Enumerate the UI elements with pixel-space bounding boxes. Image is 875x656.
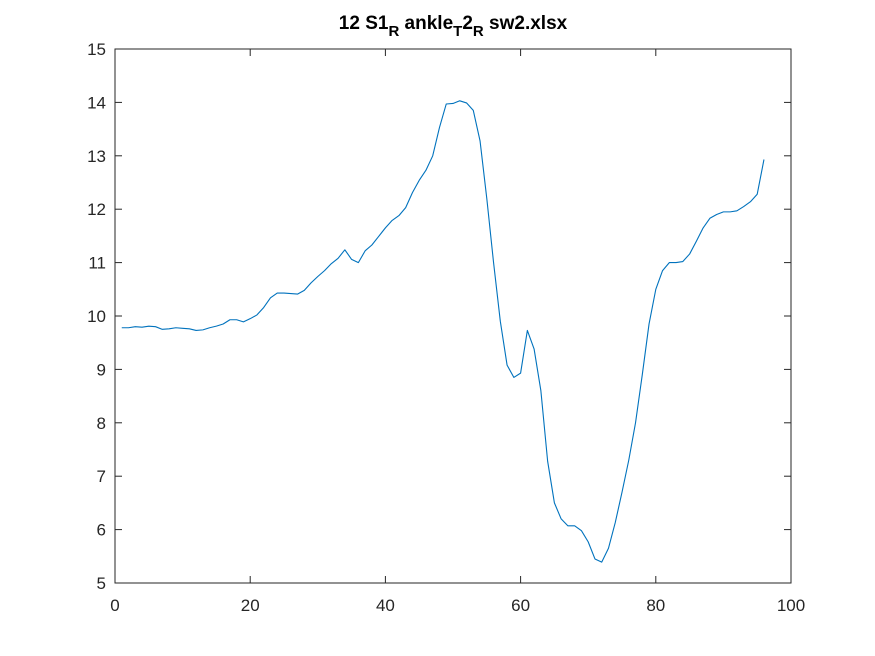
y-tick-label: 12 — [87, 200, 106, 219]
y-tick-label: 11 — [88, 254, 106, 273]
y-tick-label: 15 — [87, 40, 106, 59]
y-tick-label: 13 — [87, 147, 106, 166]
series-line — [121, 100, 765, 563]
title-subscript-1: R — [388, 23, 399, 40]
series-layer — [121, 100, 765, 563]
x-tick-label: 80 — [646, 596, 665, 615]
x-tick-label: 100 — [777, 596, 805, 615]
x-tick-label: 20 — [241, 596, 260, 615]
title-part-2: ankle — [399, 13, 453, 34]
y-tick-label: 6 — [97, 521, 106, 540]
y-tick-label: 10 — [87, 307, 106, 326]
x-tick-label: 40 — [376, 596, 395, 615]
title-part-1: 12 S1 — [339, 13, 389, 34]
plot-area — [115, 49, 791, 583]
y-tick-label: 7 — [97, 467, 106, 486]
title-part-3: 2 — [462, 13, 473, 34]
title-subscript-3: R — [473, 23, 484, 40]
title-subscript-2: T — [453, 23, 462, 40]
y-tick-label: 5 — [97, 574, 106, 593]
y-tick-label: 8 — [97, 414, 106, 433]
x-tick-label: 60 — [511, 596, 530, 615]
title-part-4: sw2.xlsx — [484, 13, 568, 34]
axes-box — [114, 48, 792, 584]
chart-title: 12 S1R ankleT2R sw2.xlsx — [339, 13, 568, 40]
x-tick-label: 0 — [110, 596, 119, 615]
y-tick-label: 9 — [97, 360, 106, 379]
y-tick-label: 14 — [87, 93, 106, 112]
